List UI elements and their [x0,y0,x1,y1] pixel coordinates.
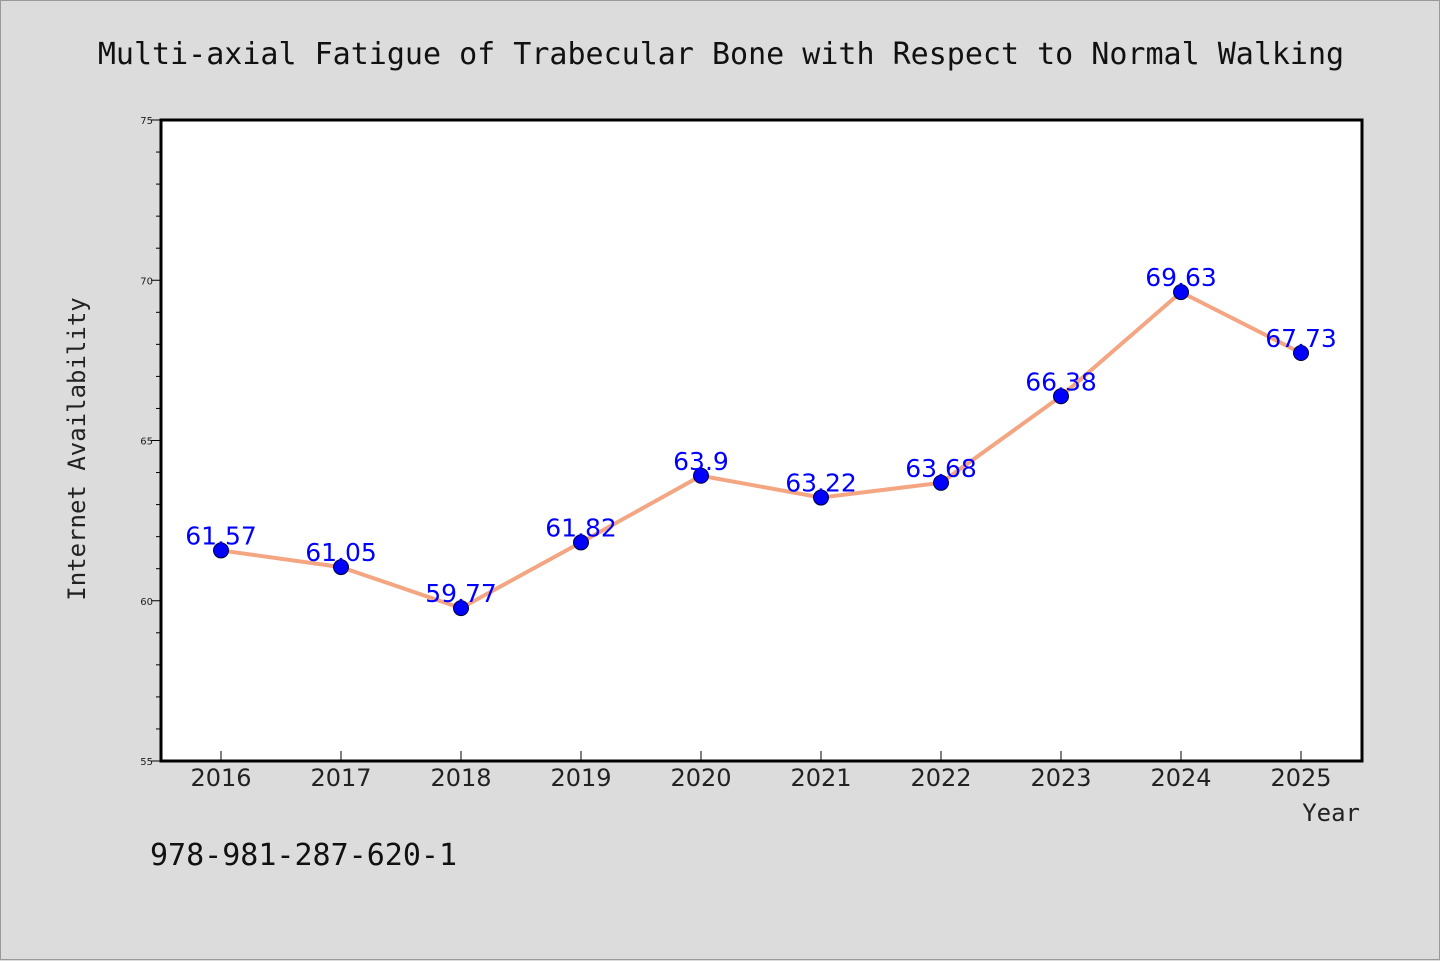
data-label: 63.22 [785,469,857,498]
y-tick-label: 70 [140,276,153,287]
y-tick-label: 75 [140,116,153,127]
data-label: 61.57 [185,521,257,550]
data-point [213,542,229,559]
x-tick-label: 2018 [430,764,491,792]
data-point [1293,345,1309,362]
series-line [219,290,1303,611]
x-tick-label: 2021 [790,764,851,792]
data-label: 63.9 [673,447,729,476]
y-tick-label: 55 [140,757,153,768]
data-label: 59.77 [425,579,497,608]
series-group: 61.57 61.05 59.77 61.82 63.9 63.22 63.68 66.38 6… [185,263,1337,617]
data-label: 63.68 [905,454,977,483]
data-label: 69.63 [1145,263,1217,292]
data-label: 66.38 [1025,367,1097,396]
x-tick-label: 2019 [550,764,611,792]
plot-area [159,118,1364,763]
x-axis: 2016 2017 2018 2019 2020 2021 2022 2023 2024 2025 [190,751,1332,792]
data-label: 61.05 [305,538,377,567]
x-axis-label: Year [1302,799,1360,827]
chart-title: Multi-axial Fatigue of Trabecular Bone w… [98,37,1344,72]
data-point [933,474,949,491]
data-label: 67.73 [1265,324,1337,353]
x-tick-label: 2025 [1270,764,1331,792]
footnote-isbn: 978-981-287-620-1 [150,838,457,873]
data-point [1053,388,1069,405]
data-point [453,600,469,617]
x-tick-label: 2024 [1150,764,1211,792]
x-tick-label: 2023 [1030,764,1091,792]
x-tick-label: 2022 [910,764,971,792]
x-tick-label: 2020 [670,764,731,792]
data-point [333,559,349,576]
y-axis: 55 60 65 70 75 [140,116,161,768]
data-label: 61.82 [545,513,617,542]
y-tick-label: 65 [140,437,153,448]
data-point [813,489,829,506]
y-axis-label: Internet Availability [63,297,91,600]
data-point [1173,284,1189,301]
x-tick-label: 2017 [310,764,371,792]
y-tick-label: 60 [140,597,153,608]
data-point [693,467,709,484]
data-point [573,534,589,551]
x-tick-label: 2016 [190,764,251,792]
